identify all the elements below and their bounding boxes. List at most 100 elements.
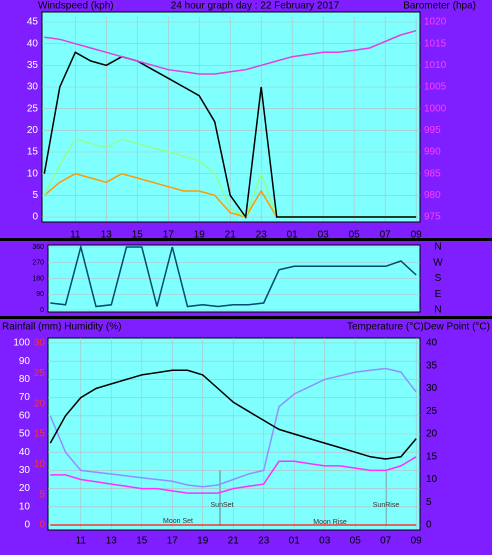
y-tick-label: 0 xyxy=(32,212,38,223)
y3-tick-label: 15 xyxy=(34,429,46,440)
x-tick-label: 11 xyxy=(76,536,87,547)
y3-tick-label: 5 xyxy=(39,489,45,500)
x-tick-label: 19 xyxy=(197,536,209,547)
y2-tick-label: E xyxy=(435,289,442,300)
x-tick-label: 03 xyxy=(318,230,330,241)
y2-tick-label: 1020 xyxy=(424,17,447,28)
annotation: SunRise xyxy=(373,502,400,509)
y2-tick-label: 0 xyxy=(426,520,432,531)
y-tick-label: 45 xyxy=(27,17,39,28)
y2-tick-label: 985 xyxy=(424,168,441,179)
separator xyxy=(0,316,492,319)
y-tick-label: 50 xyxy=(19,429,31,440)
x-tick-label: 09 xyxy=(411,230,423,241)
series-line xyxy=(44,29,417,75)
y-tick-label: 0 xyxy=(24,520,30,531)
series-line xyxy=(43,51,417,220)
y-axis-label: Rainfall (mm) Humidity (%) xyxy=(2,322,121,333)
series-line xyxy=(50,244,417,308)
y2-tick-label: 995 xyxy=(424,125,441,136)
x-tick-label: 17 xyxy=(163,230,175,241)
y-tick-label: 270 xyxy=(32,260,44,267)
y-tick-label: 100 xyxy=(13,338,30,349)
x-tick-label: 13 xyxy=(106,536,118,547)
y2-tick-label: 1005 xyxy=(424,82,447,93)
y-tick-label: 20 xyxy=(19,483,31,494)
series-line xyxy=(50,456,417,494)
y2-tick-label: 10 xyxy=(426,474,438,485)
x-tick-label: 07 xyxy=(380,536,392,547)
x-tick-label: 05 xyxy=(349,230,361,241)
x-tick-label: 07 xyxy=(380,230,392,241)
y2-tick-label: 980 xyxy=(424,190,441,201)
x-tick-label: 21 xyxy=(228,536,240,547)
y-tick-label: 0 xyxy=(40,307,44,314)
y-tick-label: 25 xyxy=(27,103,39,114)
y-tick-label: 80 xyxy=(19,374,31,385)
annotation: SunSet xyxy=(211,502,234,509)
y2-tick-label: 40 xyxy=(426,338,438,349)
y3-tick-label: 10 xyxy=(34,459,46,470)
x-tick-label: 15 xyxy=(136,536,148,547)
y2-tick-label: 25 xyxy=(426,406,438,417)
y-tick-label: 90 xyxy=(19,356,31,367)
y2-axis-label: Barometer (hpa) xyxy=(403,1,476,12)
x-tick-label: 23 xyxy=(258,536,270,547)
y2-tick-label: W xyxy=(433,257,443,268)
x-tick-label: 09 xyxy=(411,536,423,547)
y2-tick-label: 15 xyxy=(426,451,438,462)
x-tick-label: 01 xyxy=(287,230,299,241)
y-tick-label: 40 xyxy=(27,38,39,49)
y-tick-label: 35 xyxy=(27,60,39,71)
x-tick-label: 13 xyxy=(101,230,113,241)
y2-tick-label: 1010 xyxy=(424,60,447,71)
y-tick-label: 70 xyxy=(19,392,31,403)
y2-tick-label: 35 xyxy=(426,360,438,371)
series-line xyxy=(49,369,417,460)
x-tick-label: 19 xyxy=(194,230,206,241)
y-tick-label: 15 xyxy=(27,147,39,158)
y-tick-label: 180 xyxy=(32,275,44,282)
y-tick-label: 90 xyxy=(36,291,44,298)
panel xyxy=(41,11,421,223)
chart-title: 24 hour graph day : 22 February 2017 xyxy=(171,1,340,12)
x-tick-label: 21 xyxy=(225,230,237,241)
y2-tick-label: 30 xyxy=(426,383,438,394)
y3-tick-label: 30 xyxy=(34,338,46,349)
y2-axis-label: Temperature (°C)Dew Point (°C) xyxy=(347,322,490,333)
y-tick-label: 360 xyxy=(32,244,44,251)
x-tick-label: 11 xyxy=(70,230,81,241)
y2-tick-label: S xyxy=(435,273,442,284)
y3-tick-label: 0 xyxy=(39,520,45,531)
y2-tick-label: N xyxy=(434,305,441,316)
y-tick-label: 20 xyxy=(27,125,39,136)
y2-tick-label: 975 xyxy=(424,212,441,223)
y2-tick-label: 990 xyxy=(424,147,441,158)
y-tick-label: 30 xyxy=(27,82,39,93)
y-tick-label: 30 xyxy=(19,465,31,476)
y-tick-label: 10 xyxy=(27,168,39,179)
y-tick-label: 5 xyxy=(32,190,38,201)
x-tick-label: 05 xyxy=(350,536,362,547)
y3-tick-label: 20 xyxy=(34,398,46,409)
y2-tick-label: 1000 xyxy=(424,103,447,114)
y2-tick-label: 5 xyxy=(426,497,432,508)
annotation: Moon Set xyxy=(163,518,193,525)
x-tick-label: 17 xyxy=(167,536,179,547)
y2-tick-label: 20 xyxy=(426,429,438,440)
x-tick-label: 01 xyxy=(289,536,301,547)
y-tick-label: 60 xyxy=(19,410,31,421)
y3-tick-label: 25 xyxy=(34,368,46,379)
x-tick-label: 23 xyxy=(256,230,268,241)
x-tick-label: 03 xyxy=(319,536,331,547)
annotation: Moon Rise xyxy=(313,519,347,526)
series-line xyxy=(49,367,417,488)
separator xyxy=(0,238,492,241)
y-tick-label: 10 xyxy=(19,501,31,512)
y2-tick-label: N xyxy=(434,242,441,253)
y2-tick-label: 1015 xyxy=(424,38,447,49)
y-tick-label: 40 xyxy=(19,447,31,458)
y-axis-label: Windspeed (kph) xyxy=(38,1,114,12)
x-tick-label: 15 xyxy=(132,230,144,241)
